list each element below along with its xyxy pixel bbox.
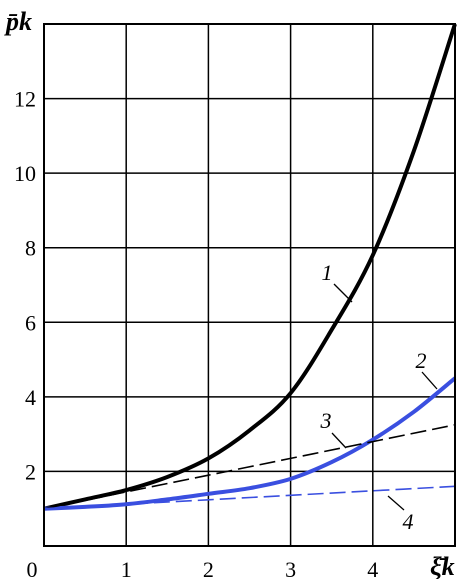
plot-frame <box>43 23 456 547</box>
x-tick-label: 3 <box>285 557 296 579</box>
curve-label-leader <box>387 495 405 511</box>
x-tick-label: 2 <box>203 557 214 579</box>
plot-border <box>43 23 456 547</box>
series-lines <box>43 23 457 511</box>
curve-label-leader <box>421 371 438 390</box>
grid <box>44 24 455 546</box>
curve-labels: 1 2 3 4 <box>320 260 438 534</box>
curve-label-2: 2 <box>416 348 427 373</box>
x-tick-label: 1 <box>121 557 132 579</box>
x-axis-label: ξ̄k <box>430 552 455 579</box>
y-tick-label: 8 <box>25 236 36 261</box>
curve-label-4: 4 <box>403 509 414 534</box>
y-tick-label: 6 <box>25 310 36 335</box>
y-tick-label: 2 <box>25 459 36 484</box>
y-tick-label: 10 <box>14 161 36 186</box>
x-tick-label: 4 <box>367 557 378 579</box>
y-tick-label: 12 <box>14 87 36 112</box>
curve-label-leader <box>333 283 353 303</box>
curve-label-1: 1 <box>322 260 333 285</box>
y-tick-label: 4 <box>25 385 36 410</box>
series-line-1 <box>43 23 457 511</box>
y-axis-label: p̄k <box>4 7 32 36</box>
curve-label-3: 3 <box>320 408 332 433</box>
series-line-2 <box>43 376 457 511</box>
x-tick-label: 0 <box>27 557 38 579</box>
curve-label-leader <box>331 432 347 449</box>
series-line-4 <box>43 485 456 510</box>
series-line-3 <box>43 424 456 510</box>
